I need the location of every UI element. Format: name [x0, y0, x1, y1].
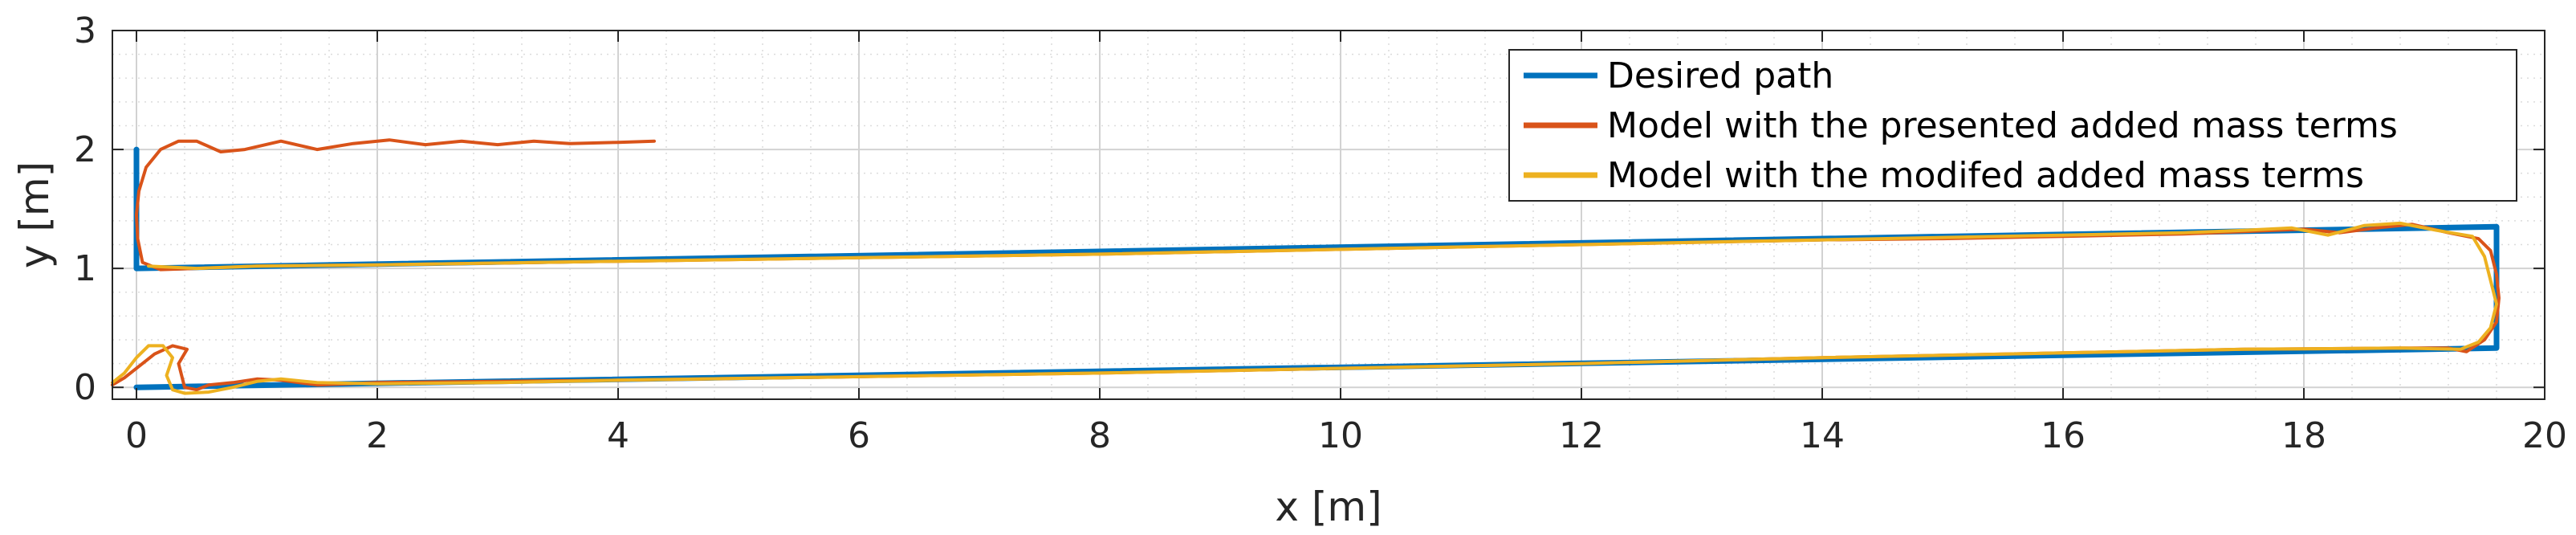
x-tick-label: 12 [1559, 415, 1604, 456]
x-tick-label: 6 [848, 415, 870, 456]
legend-entry: Model with the modifed added mass terms [1607, 155, 2364, 196]
x-axis-title: x [m] [1275, 484, 1382, 530]
x-tick-label: 14 [1800, 415, 1845, 456]
series-layer [111, 138, 2501, 395]
legend-box [1508, 49, 2517, 202]
x-tick-label: 16 [2041, 415, 2086, 456]
legend-entry: Model with the presented added mass term… [1607, 105, 2398, 146]
x-tick-label: 10 [1318, 415, 1363, 456]
x-tick-label: 4 [607, 415, 629, 456]
y-tick-label: 1 [74, 248, 96, 289]
x-tick-label: 2 [366, 415, 389, 456]
y-tick-label: 2 [74, 129, 96, 170]
legend: Desired path Model with the presented add… [1508, 49, 2517, 202]
x-tick-label: 20 [2522, 415, 2567, 456]
x-tick-label: 18 [2281, 415, 2326, 456]
y-tick-label: 3 [74, 10, 96, 51]
axes-box [112, 30, 2545, 400]
x-tick-label: 8 [1089, 415, 1111, 456]
x-tick-label: 0 [125, 415, 148, 456]
y-tick-label: 0 [74, 367, 96, 408]
series-line-3 [111, 221, 2498, 395]
y-axis-title: y [m] [11, 161, 58, 268]
legend-entry: Desired path [1607, 55, 1833, 96]
